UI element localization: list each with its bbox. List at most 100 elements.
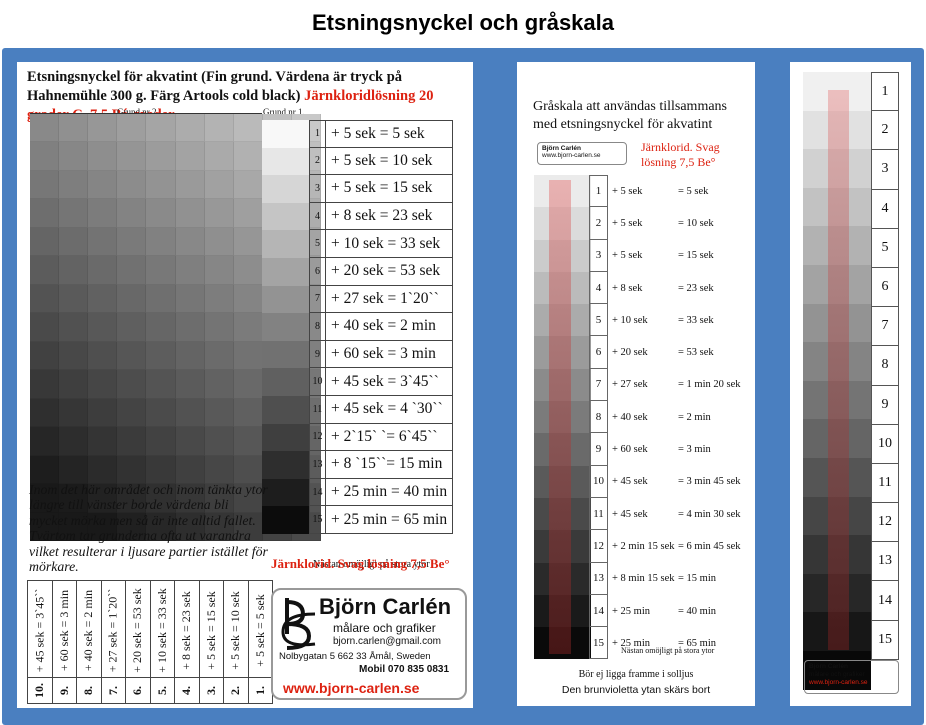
grid-swatch <box>59 284 89 314</box>
grund1-swatch <box>262 506 309 534</box>
step-number: 1 <box>310 121 326 147</box>
step-time: + 25 min = 65 min <box>331 510 448 528</box>
step-number-large: 12 <box>871 503 899 543</box>
step-number: 12 <box>310 423 326 451</box>
grid-swatch <box>146 370 176 399</box>
vertical-time: + 20 sek = 53 sek <box>130 587 145 673</box>
grid-swatch <box>175 512 205 541</box>
vertical-number: 8. <box>81 686 96 695</box>
grid-swatch <box>175 284 205 314</box>
step-row: 12 + 2`15` `= 6`45`` <box>309 423 453 452</box>
grid-swatch <box>30 341 60 371</box>
artist-logo: Björn Carlén målare och grafiker bjorn.c… <box>271 588 467 700</box>
mini-logo-name: Björn Carlén <box>542 145 582 152</box>
step-number: 5 <box>310 230 326 257</box>
grid-swatch <box>59 370 89 399</box>
gray-add: + 40 sek <box>612 411 648 423</box>
etching-key-card: Etsningsnyckel för akvatint (Fin grund. … <box>17 62 473 708</box>
grid-swatch <box>117 512 147 541</box>
vertical-time: + 40 sek = 2 min <box>81 589 96 671</box>
grund1-swatch <box>262 120 309 148</box>
grid-swatch <box>204 114 234 143</box>
card2-nastan: Nästan omöjligt på stora ytor <box>621 646 715 655</box>
step-row: 9 + 60 sek = 3 min <box>309 340 453 369</box>
step-row: 11 + 45 sek = 4 `30`` <box>309 395 453 424</box>
step-number: 10 <box>310 368 326 395</box>
step-row: 1 + 5 sek = 5 sek <box>309 120 453 148</box>
grid-swatch <box>59 142 89 171</box>
vertical-number: 2. <box>228 686 243 695</box>
grayscale-card: Gråskala att användas tillsammans med ets… <box>517 62 755 706</box>
step-number-large: 8 <box>871 346 899 386</box>
gray-add: + 8 sek <box>612 282 643 294</box>
step-time: + 25 min = 40 min <box>331 483 448 501</box>
step-time: + 20 sek = 53 sek <box>331 262 441 280</box>
grid-swatch <box>88 398 118 428</box>
gray-total: = 53 sek <box>678 347 714 359</box>
gray-total: = 6 min 45 sek <box>678 540 741 552</box>
card2-red-note: Järnklorid. Svag lösning 7,5 Be° <box>641 140 720 170</box>
grid-swatch <box>233 512 263 541</box>
gray-total: = 15 min <box>678 573 717 585</box>
cut-away-band <box>549 180 571 654</box>
grid-swatch <box>146 284 176 314</box>
vertical-col: + 20 sek = 53 sek 6. <box>126 581 151 703</box>
grid-swatch <box>59 427 89 456</box>
page-title: Etsningsnyckel och gråskala <box>311 10 615 35</box>
grund1-swatch <box>262 285 309 314</box>
step-number-large: 5 <box>871 228 899 268</box>
red-line1: Järnklorid. Svag <box>641 140 720 154</box>
grund1-swatch <box>262 340 309 369</box>
grid-swatch <box>233 256 263 285</box>
grid-swatch <box>146 114 176 143</box>
grid-swatch <box>204 199 234 228</box>
gray-number: 14 <box>589 594 608 628</box>
step-number-large: 4 <box>871 189 899 229</box>
gray-number: 5 <box>589 304 608 337</box>
italic-note: Inom det här området och inom tänkta yto… <box>29 482 268 575</box>
step-time: + 10 sek = 33 sek <box>331 234 441 252</box>
grid-swatch <box>233 455 263 485</box>
vertical-number: 1. <box>252 686 267 695</box>
step-number: 9 <box>310 340 326 368</box>
gray-total: = 15 sek <box>678 250 714 262</box>
step-number-large: 9 <box>871 385 899 425</box>
step-number: 3 <box>310 175 326 202</box>
gray-add: + 45 sek <box>612 508 648 520</box>
grid-swatch <box>204 341 234 371</box>
grid-swatch <box>204 313 234 342</box>
step-time: + 40 sek = 2 min <box>331 317 436 335</box>
etching-steps-table: 1 + 5 sek = 5 sek 2 + 5 sek = 10 sek 3 + 5 se… <box>309 120 453 534</box>
vertical-col: + 8 sek = 23 sek 4. <box>175 581 200 703</box>
vertical-number: 6. <box>130 686 145 695</box>
footer-cut: Den brunvioletta ytan skärs bort <box>561 684 711 696</box>
grayscale-strip-card: 1 2 3 4 5 6 7 8 9 10 11 12 13 14 15 Björn Carlén målare… <box>790 62 911 706</box>
step-row: 6 + 20 sek = 53 sek <box>309 257 453 286</box>
gray-number: 6 <box>589 336 608 369</box>
grid-swatch <box>117 256 147 285</box>
aquatint-grid <box>30 114 321 541</box>
grund1-swatch <box>262 395 309 424</box>
grid-swatch <box>30 170 60 200</box>
grid-swatch <box>59 256 89 285</box>
grid-swatch <box>30 284 60 314</box>
step-row: 15 + 25 min = 65 min <box>309 506 453 534</box>
logo-email: bjorn.carlen@gmail.com <box>333 636 441 647</box>
logo-name: Björn Carlén <box>319 594 452 619</box>
vertical-time: + 8 sek = 23 sek <box>179 590 194 670</box>
grid-swatch <box>88 114 118 143</box>
grid-swatch <box>175 199 205 228</box>
step-time: + 5 sek = 10 sek <box>331 151 433 169</box>
grund1-swatch <box>262 423 309 452</box>
gray-total: = 4 min 30 sek <box>678 508 741 520</box>
grid-swatch <box>30 455 60 485</box>
grid-swatch <box>175 398 205 428</box>
grid-swatch <box>146 427 176 456</box>
mini-logo-3: Björn Carlén målare och grafiker www.bjorn… <box>804 660 899 694</box>
grund1-swatch <box>262 175 309 203</box>
mini3-sub: målare och grafiker <box>809 671 865 678</box>
grid-swatch <box>59 455 89 485</box>
step-time: + 8 `15``= 15 min <box>331 455 443 473</box>
grid-swatch <box>59 199 89 228</box>
gray-add: + 25 min <box>612 637 651 649</box>
